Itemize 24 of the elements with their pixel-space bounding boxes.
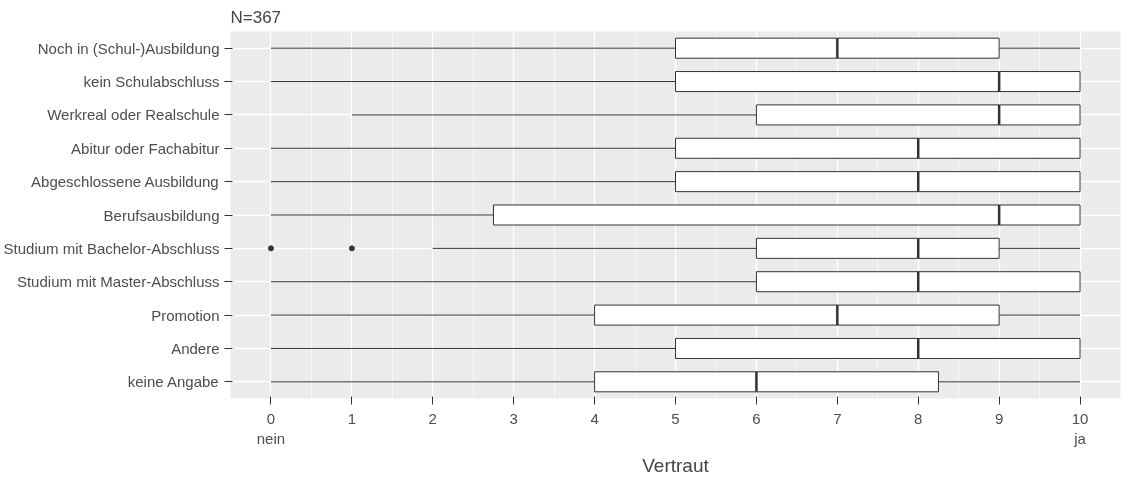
y-tick-label: kein Schulabschluss xyxy=(83,73,220,91)
x-tick-label: 0 nein xyxy=(256,409,286,447)
x-tick-label: 4 xyxy=(590,409,599,427)
y-tick-label: Andere xyxy=(171,339,220,357)
x-axis-title: Vertraut xyxy=(642,454,710,476)
x-tick-label: 10 ja xyxy=(1071,409,1089,447)
y-tick-label: Abgeschlossene Ausbildung xyxy=(31,173,219,191)
x-tick-label: 5 xyxy=(671,409,680,427)
x-tick-label: 2 xyxy=(428,409,437,427)
y-tick-label: Werkreal oder Realschule xyxy=(47,106,220,124)
x-tick-label: 9 xyxy=(994,409,1004,427)
y-tick-label: Studium mit Bachelor-Abschluss xyxy=(3,239,220,257)
y-tick-label: keine Angabe xyxy=(127,373,219,391)
y-tick-label: Promotion xyxy=(151,306,220,324)
y-tick-label: Berufsausbildung xyxy=(103,206,220,224)
x-tick-label: 8 xyxy=(914,409,923,427)
y-tick-label: Studium mit Master-Abschluss xyxy=(16,273,220,291)
x-tick-label: 6 xyxy=(752,409,761,427)
y-tick-label: Noch in (Schul-)Ausbildung xyxy=(37,39,220,57)
chart-title: N=367 xyxy=(230,7,282,27)
x-tick-label: 3 xyxy=(509,409,518,427)
x-tick-label: 1 xyxy=(347,409,357,427)
y-tick-label: Abitur oder Fachabitur xyxy=(71,139,220,157)
x-tick-label: 7 xyxy=(833,409,842,427)
